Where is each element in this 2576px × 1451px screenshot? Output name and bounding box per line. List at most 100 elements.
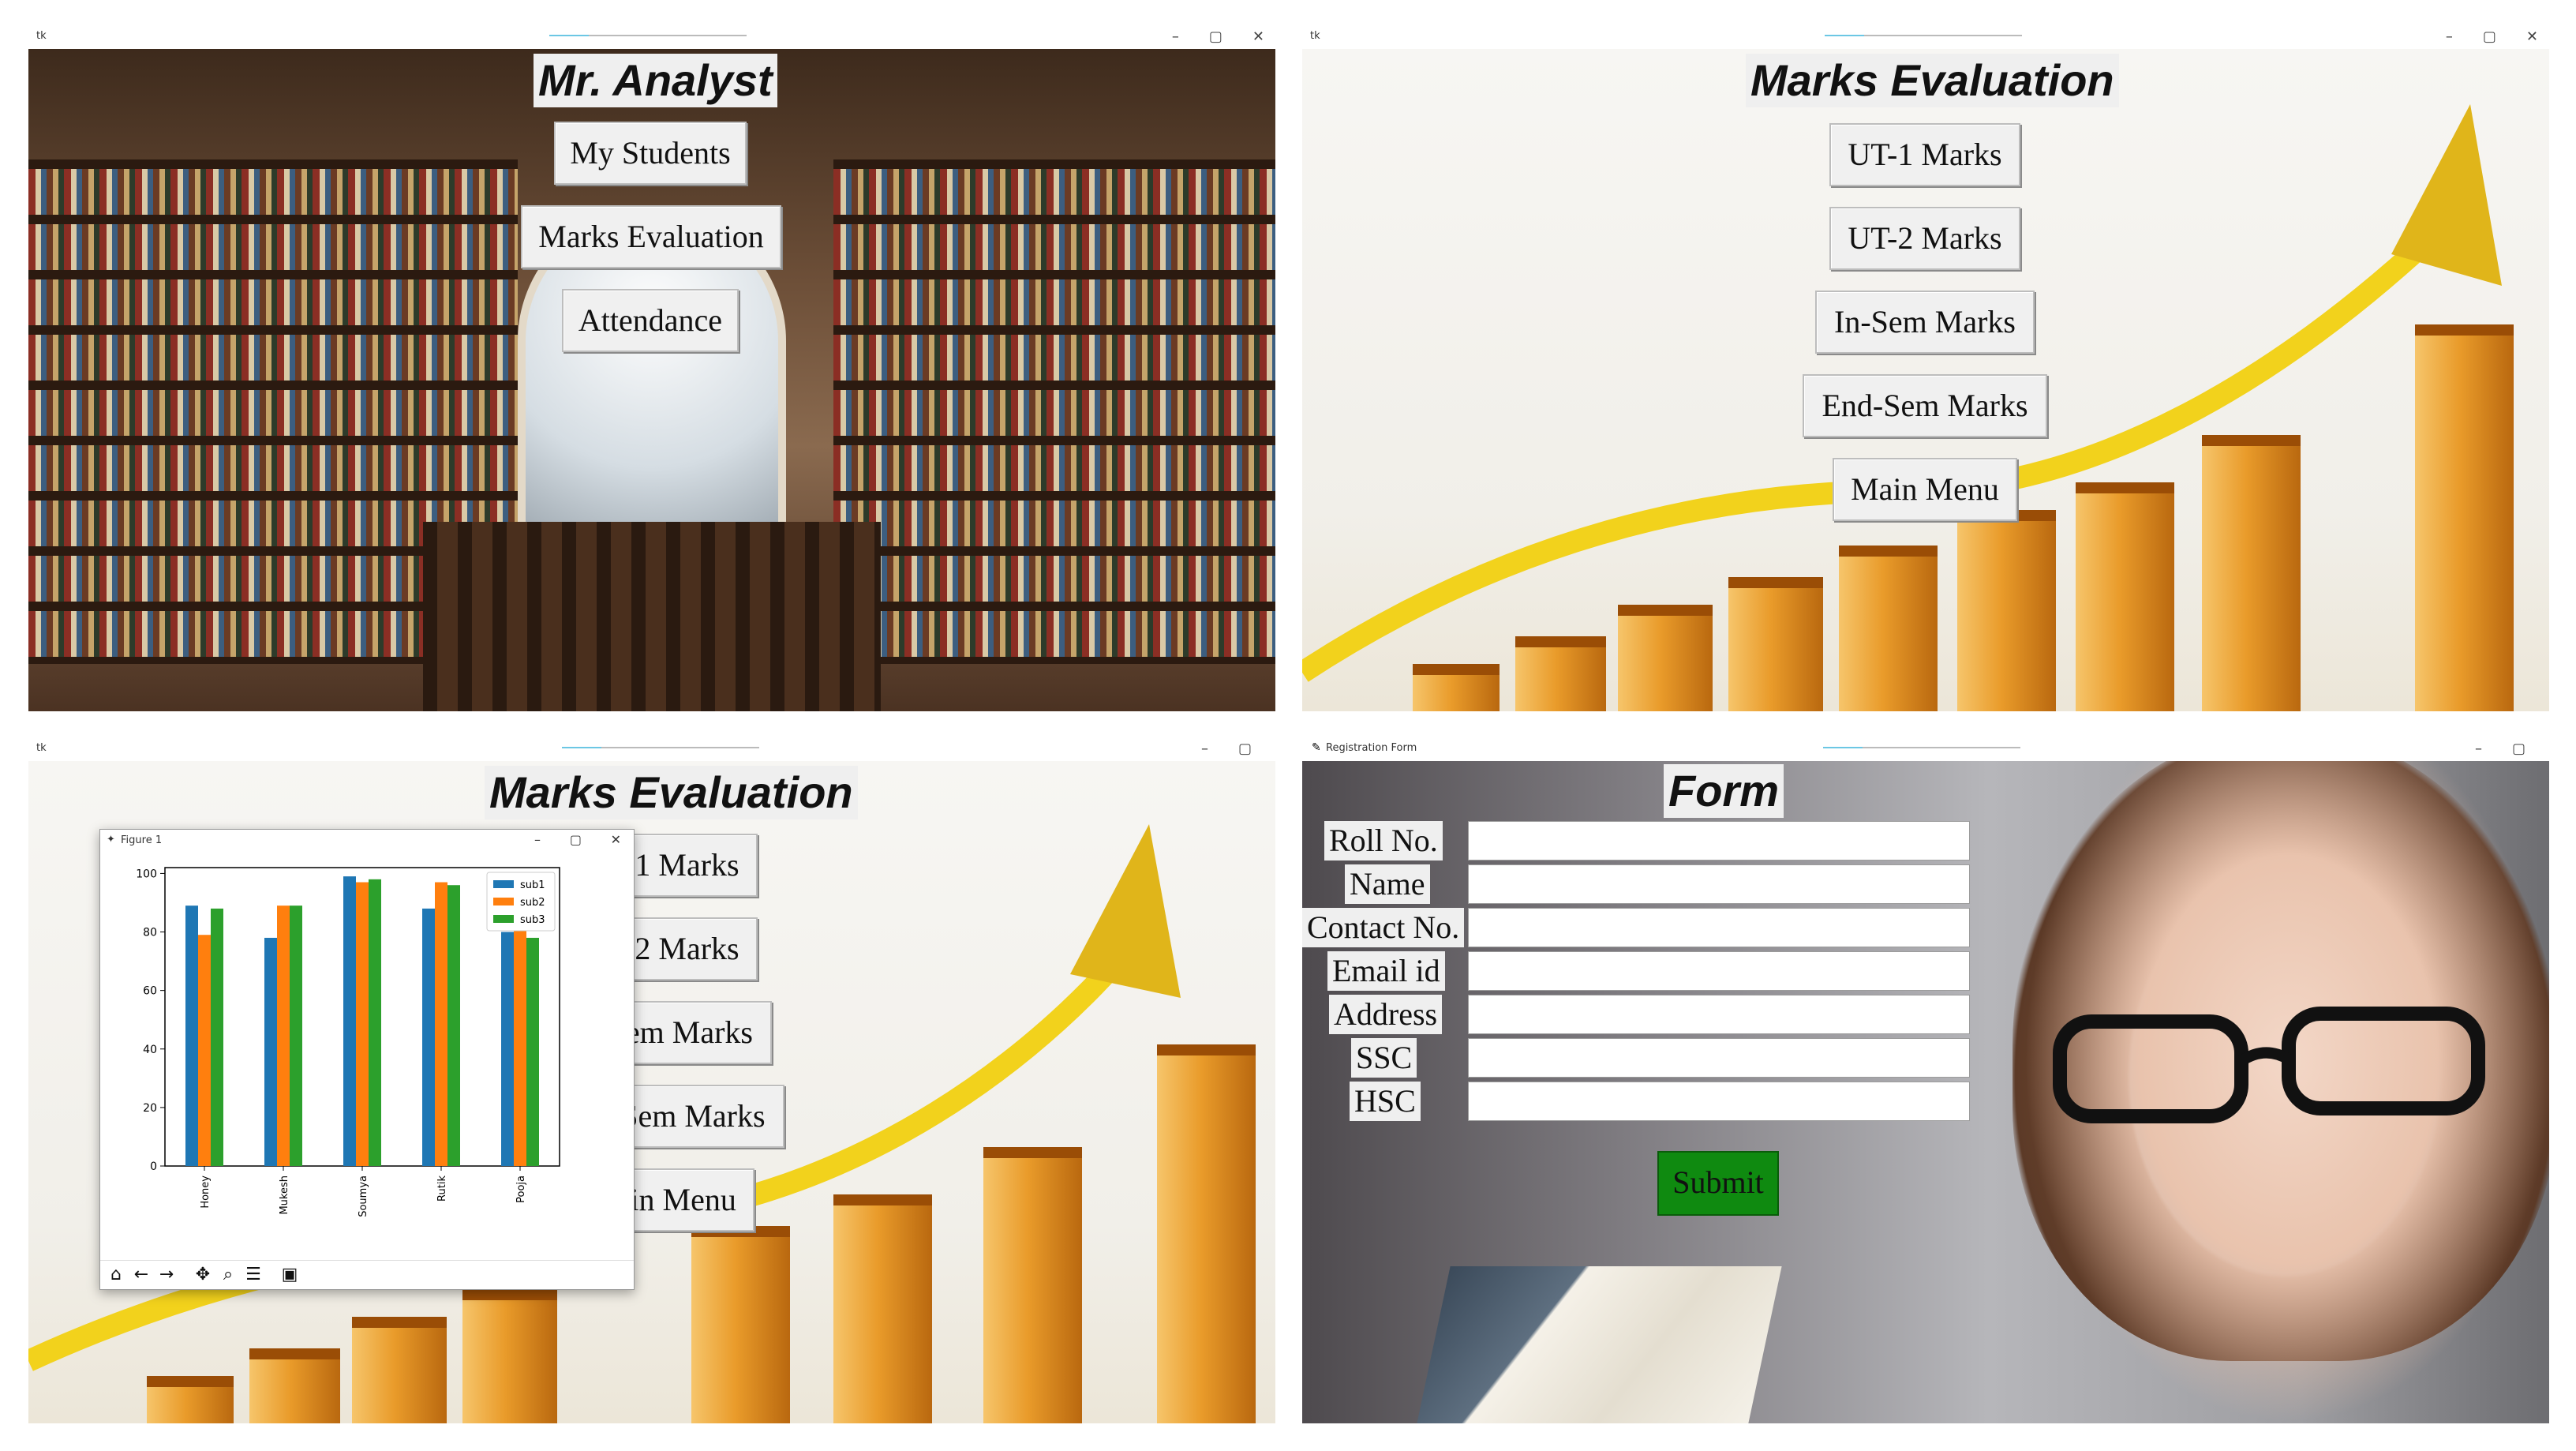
window-title: tk (36, 30, 47, 42)
bar-sub2 (514, 920, 526, 1166)
back-arrow-icon[interactable]: ← (133, 1265, 149, 1284)
title-bar: tk – ▢ ✕ (1302, 27, 2549, 49)
maximize-icon[interactable]: ▢ (2482, 28, 2496, 45)
configure-icon[interactable]: ☰ (245, 1265, 261, 1284)
bar-chart: 0 20 40 60 80 100 Honey Mukesh Soumya Rutik Pooja s… (136, 867, 560, 1217)
bar-sub1 (343, 876, 356, 1166)
bar-sub3 (211, 908, 223, 1166)
bar-sub2 (435, 882, 447, 1166)
x-tick-label: Pooja (515, 1175, 527, 1203)
figure-icon: ✦ (107, 834, 115, 845)
bar-sub2 (198, 935, 211, 1166)
library-background: Mr. Analyst My Students Marks Evaluation… (28, 49, 1275, 711)
book-icon (1406, 1266, 1782, 1423)
legend-label: sub2 (520, 897, 545, 909)
contact-no-label: Contact No. (1302, 908, 1465, 947)
x-tick-label: Honey (200, 1175, 212, 1209)
x-tick-label: Rutik (436, 1175, 448, 1202)
y-tick-label: 20 (143, 1102, 157, 1115)
email-id-input[interactable] (1468, 951, 1970, 991)
title-accent (562, 747, 759, 748)
figure-toolbar: ⌂ ← → ✥ ⌕ ☰ ▣ (100, 1260, 634, 1289)
zoom-icon[interactable]: ⌕ (223, 1265, 234, 1284)
forward-arrow-icon[interactable]: → (159, 1265, 174, 1284)
window-title: tk (1310, 30, 1320, 42)
marks-evaluation-figure-window: tk – ▢ Marks Evaluation UT-1 Marks UT-2 … (28, 739, 1275, 1423)
ssc-input[interactable] (1468, 1038, 1970, 1078)
title-bar: Registration Form ✎ – ▢ (1302, 739, 2549, 761)
ut2-marks-button[interactable]: UT-2 Marks (1829, 207, 2020, 270)
title-accent (1825, 35, 2022, 36)
app-title: Mr. Analyst (534, 54, 777, 107)
title-accent (1823, 747, 2020, 748)
my-students-button[interactable]: My Students (554, 122, 747, 185)
figure-title: Figure 1 (121, 834, 163, 846)
page-title: Marks Evaluation (1746, 54, 2119, 107)
minimize-icon[interactable]: – (1171, 28, 1179, 45)
address-input[interactable] (1468, 995, 1970, 1034)
y-tick-label: 0 (150, 1160, 157, 1173)
maximize-icon[interactable]: ▢ (569, 832, 582, 847)
close-icon[interactable]: ✕ (1252, 28, 1264, 45)
legend-label: sub1 (520, 879, 545, 891)
title-bar: tk – ▢ (28, 739, 1275, 761)
close-icon[interactable]: ✕ (610, 832, 621, 847)
minimize-icon[interactable]: – (1200, 740, 1208, 757)
ut1-marks-button[interactable]: UT-1 Marks (1829, 123, 2020, 186)
minimize-icon[interactable]: – (2474, 740, 2482, 757)
roll-no-input[interactable] (1468, 821, 1970, 860)
page-title: Marks Evaluation (485, 766, 858, 819)
bar-sub1 (422, 908, 435, 1166)
hsc-input[interactable] (1468, 1082, 1970, 1121)
registration-window: Registration Form ✎ – ▢ Form Roll No. Na… (1302, 739, 2549, 1423)
y-tick-label: 60 (143, 985, 157, 998)
window-title: Registration Form (1326, 742, 1417, 754)
bar-sub3 (447, 885, 460, 1166)
maximize-icon[interactable]: ▢ (1208, 28, 1222, 45)
growth-chart-background: Marks Evaluation UT-1 Marks UT-2 Marks I… (1302, 49, 2549, 711)
name-input[interactable] (1468, 864, 1970, 904)
roll-no-label: Roll No. (1324, 821, 1443, 860)
minimize-icon[interactable]: – (2445, 28, 2453, 45)
submit-button[interactable]: Submit (1657, 1151, 1779, 1216)
figure-window[interactable]: ✦ Figure 1 – ▢ ✕ 0 20 40 60 80 100 Honey Mukesh… (99, 829, 635, 1290)
x-tick-label: Mukesh (279, 1175, 290, 1215)
maximize-icon[interactable]: ▢ (2511, 740, 2525, 757)
name-label: Name (1345, 864, 1430, 904)
maximize-icon[interactable]: ▢ (1237, 740, 1252, 757)
reader-background: Form Roll No. Name Contact No. Email id … (1302, 761, 2549, 1423)
address-label: Address (1329, 995, 1443, 1034)
bar-sub1 (501, 932, 514, 1166)
bar-sub2 (356, 882, 369, 1166)
legend-label: sub3 (520, 914, 545, 926)
close-icon[interactable]: ✕ (2525, 28, 2538, 45)
bar-sub3 (369, 879, 381, 1166)
marks-evaluation-button[interactable]: Marks Evaluation (521, 205, 781, 268)
glasses-icon (2053, 1007, 2485, 1123)
bar-sub1 (185, 905, 198, 1166)
bar-sub1 (264, 937, 277, 1166)
y-tick-label: 100 (136, 868, 157, 880)
title-accent (549, 35, 747, 36)
legend-swatch (493, 898, 514, 905)
bar-sub3 (290, 905, 302, 1166)
growth-chart-background: Marks Evaluation UT-1 Marks UT-2 Marks I… (28, 761, 1275, 1423)
title-bar: tk – ▢ ✕ (28, 27, 1275, 49)
marks-evaluation-window: tk – ▢ ✕ Marks Evaluation UT-1 Marks UT-… (1302, 27, 2549, 711)
y-tick-label: 80 (143, 927, 157, 939)
window-title: tk (36, 742, 47, 754)
end-sem-marks-button[interactable]: End-Sem Marks (1803, 374, 2047, 437)
main-menu-button[interactable]: Main Menu (1833, 458, 2017, 521)
in-sem-marks-button[interactable]: In-Sem Marks (1815, 291, 2035, 354)
home-icon[interactable]: ⌂ (110, 1265, 122, 1284)
pan-icon[interactable]: ✥ (195, 1265, 211, 1284)
minimize-icon[interactable]: – (534, 832, 541, 847)
feather-icon: ✎ (1312, 742, 1321, 754)
attendance-button[interactable]: Attendance (562, 289, 739, 352)
legend-swatch (493, 880, 514, 888)
save-icon[interactable]: ▣ (281, 1265, 298, 1284)
bar-sub2 (277, 905, 290, 1166)
main-menu-window: tk – ▢ ✕ Mr. Analyst My Students Marks E… (28, 27, 1275, 711)
contact-no-input[interactable] (1468, 908, 1970, 947)
x-tick-label: Soumya (358, 1175, 369, 1217)
